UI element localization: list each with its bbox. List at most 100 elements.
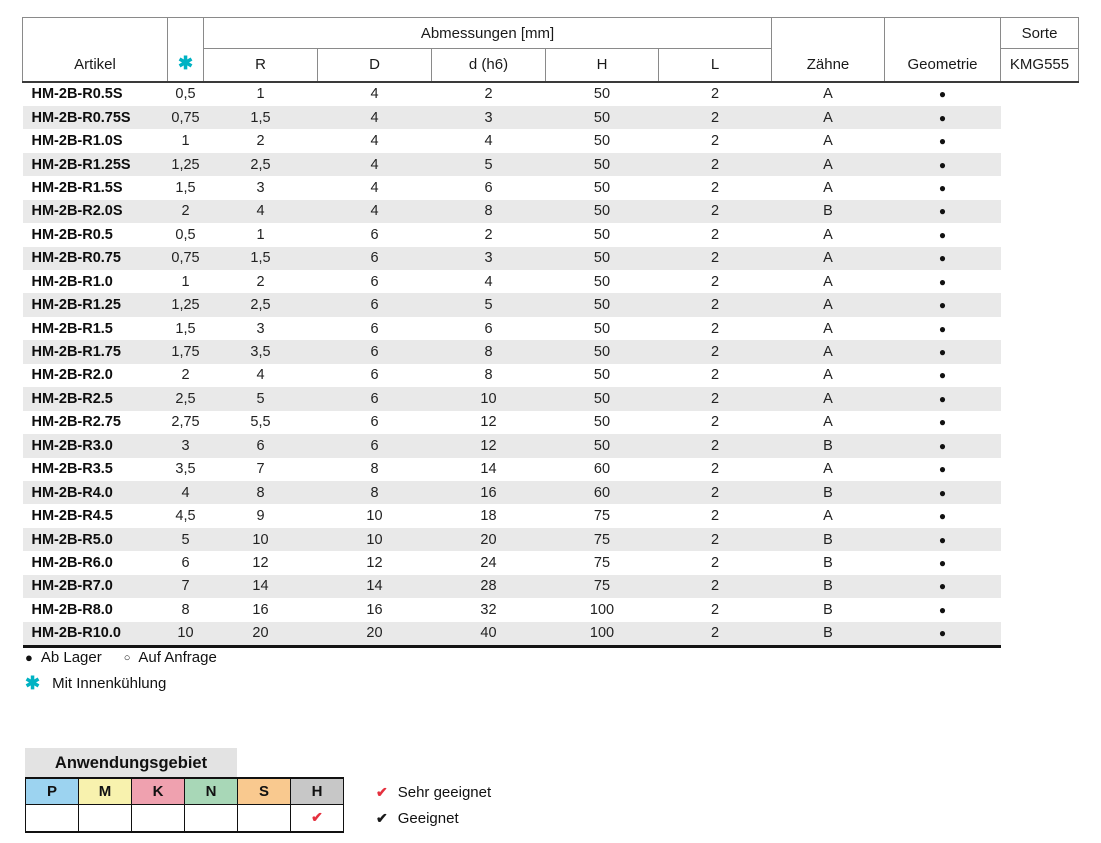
column-header-h: H [545,48,659,83]
table-row: HM-2B-R7.0 7 14 14 28 75 2 B ● [22,574,1079,599]
cell-l: 60 [593,461,611,478]
cell-dh6: 8 [370,461,379,478]
cell-geometrie: B [771,480,885,505]
cell-r: 3 [167,434,204,458]
cell-r: 10 [167,621,204,648]
table-row: HM-2B-R1.5 1,5 3 6 6 50 2 A ● [23,317,1079,340]
cell-artikel: HM-2B-R2.0S [22,199,168,224]
table-row: HM-2B-R5.0 5 10 10 20 75 2 B ● [22,527,1079,552]
cell-r: 2,5 [167,387,204,411]
app-column-s: S [237,777,291,805]
cell-dh6: 4 [317,152,432,177]
cell-h: 12 [431,434,546,458]
cell-geometrie: A [823,226,833,243]
cell-r: 1,5 [175,320,196,337]
cell-d: 5 [203,387,318,411]
cell-h: 2 [484,86,493,103]
cell-sorte: ● [884,434,1001,458]
cell-geometrie: A [771,152,885,177]
cell-dh6: 6 [370,273,379,290]
table-row: HM-2B-R2.75 2,75 5,5 6 12 50 2 A ● [23,411,1079,434]
cell-geometrie: A [771,387,885,411]
cell-d: 2,5 [203,293,318,317]
cell-r: 1,75 [167,340,204,364]
table-row: HM-2B-R0.75 0,75 1,5 6 3 50 2 A ● [22,246,1079,270]
cell-sorte: ● [884,621,1001,648]
cell-geometrie: A [823,320,833,337]
cell-d: 3 [256,179,265,196]
cell-zaehne: 2 [710,414,720,431]
cell-h: 4 [484,133,493,150]
cell-dh6: 4 [370,179,379,196]
cell-artikel: HM-2B-R1.5 [31,320,113,337]
cell-zaehne: 2 [658,152,772,177]
cell-sorte: ● [884,105,1001,130]
cell-geometrie: A [823,367,833,384]
legend-item-geeignet: ✔ Geeignet [376,805,491,831]
cell-artikel: HM-2B-R1.25 [22,293,168,317]
open-dot-icon: ○ [123,651,131,664]
coolant-asterisk-icon: ✱ [177,52,194,73]
cell-h: 24 [480,554,497,571]
cell-r: 1,5 [175,179,196,196]
app-column-n: N [184,777,238,805]
app-check-cell-p [25,804,79,833]
cell-sorte: ● [938,415,947,430]
cell-r: 0,5 [175,86,196,103]
cell-r: 2 [181,367,190,384]
cell-dh6: 4 [317,199,432,224]
cell-geometrie: A [823,133,833,150]
column-header-kmg555: KMG555 [1000,48,1080,83]
cell-artikel: HM-2B-R7.0 [22,574,168,599]
cell-dh6: 6 [370,226,379,243]
cell-sorte: ● [884,152,1001,177]
cell-dh6: 6 [317,387,432,411]
table-row: HM-2B-R0.5 0,5 1 6 2 50 2 A ● [23,223,1079,246]
cell-r: 3,5 [175,461,196,478]
cell-sorte: ● [884,246,1001,270]
cell-zaehne: 2 [710,226,720,243]
cell-d: 9 [256,508,265,525]
cell-artikel: HM-2B-R0.75S [22,105,168,130]
cell-h: 5 [431,152,546,177]
table-row: HM-2B-R2.5 2,5 5 6 10 50 2 A ● [22,387,1079,411]
cell-geometrie: B [771,527,885,552]
cell-dh6: 6 [317,246,432,270]
cell-sorte: ● [884,293,1001,317]
cell-sorte: ● [938,555,947,570]
table-row: HM-2B-R4.5 4,5 9 10 18 75 2 A ● [23,504,1079,527]
cell-zaehne: 2 [658,574,772,599]
cell-geometrie: A [823,86,833,103]
cell-artikel: HM-2B-R3.5 [31,461,113,478]
cell-geometrie: B [823,601,833,618]
cell-d: 12 [252,554,269,571]
cell-artikel: HM-2B-R8.0 [31,601,113,618]
column-header-coolant: ✱ [167,17,204,83]
table-row: HM-2B-R1.75 1,75 3,5 6 8 50 2 A ● [22,340,1079,364]
filled-dot-icon: ● [25,650,33,665]
cell-zaehne: 2 [710,320,720,337]
cell-sorte: ● [884,340,1001,364]
cell-l: 100 [545,621,659,648]
cell-zaehne: 2 [710,461,720,478]
cell-zaehne: 2 [710,508,720,525]
cell-l: 50 [545,105,659,130]
cell-d: 6 [203,434,318,458]
cell-l: 50 [545,434,659,458]
cell-h: 6 [484,179,493,196]
cell-dh6: 8 [317,480,432,505]
cell-r: 4 [167,480,204,505]
legend-item-sehr-geeignet: ✔ Sehr geeignet [376,779,491,805]
cell-r: 4,5 [175,508,196,525]
cell-l: 60 [545,480,659,505]
cell-l: 75 [545,574,659,599]
ab-lager-label: Ab Lager [40,649,102,666]
cell-l: 50 [545,387,659,411]
cell-artikel: HM-2B-R6.0 [31,554,113,571]
cell-sorte: ● [884,387,1001,411]
cell-r: 8 [181,601,190,618]
cell-r: 0,75 [167,105,204,130]
cell-l: 50 [545,152,659,177]
table-row: HM-2B-R8.0 8 16 16 32 100 2 B ● [23,598,1079,621]
cell-d: 10 [203,527,318,552]
